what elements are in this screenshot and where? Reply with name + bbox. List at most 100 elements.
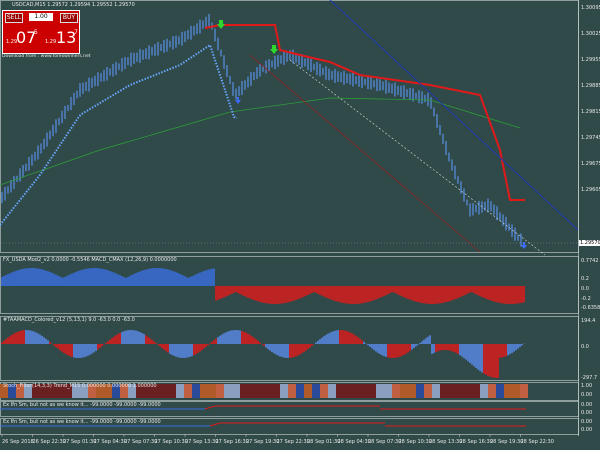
trend-block (416, 384, 424, 398)
time-label: 27 Sep 16:30 (215, 439, 249, 445)
signal-line (209, 422, 385, 427)
indicator-axis-label: -0.2 (581, 296, 591, 302)
trend-block (184, 384, 192, 398)
signal-line (204, 405, 380, 410)
trend-block (192, 384, 200, 398)
indicator-title: FX_USDA Mod2_v2 0.0000 -0.5546 MACD_CMAX… (3, 257, 177, 263)
indicator-axis-label: 0.00 (581, 419, 593, 425)
trend-block (480, 384, 488, 398)
sell-price-sup: 5 (34, 29, 38, 36)
trend-block (216, 384, 224, 398)
indicator-axis-label: 0.7742 (581, 258, 599, 264)
trend-block (432, 384, 440, 398)
indicator-axis-label: 0.0 (581, 344, 589, 350)
trend-block (472, 384, 480, 398)
time-label: 27 Sep 19:30 (246, 439, 280, 445)
indicator-title: Ex Ifn Sm, but not as we know it... -99.… (3, 419, 161, 425)
trend-block (72, 384, 80, 398)
trend-block (280, 384, 288, 398)
channel-line (329, 0, 579, 231)
price-label: 1.29955 (581, 57, 600, 63)
buy-button[interactable]: BUY (60, 13, 78, 23)
indicator-axis-label: 194.4 (581, 318, 596, 324)
trend-block (272, 384, 280, 398)
arrow-up (235, 97, 241, 104)
trend-block (112, 384, 120, 398)
trend-block (408, 384, 416, 398)
indicator-axis-label: -297.7 (581, 375, 598, 381)
time-label: 27 Sep 01:30 (63, 439, 97, 445)
trend-block (320, 384, 328, 398)
time-label: 28 Sep 04:30 (337, 439, 371, 445)
trend-block (352, 384, 360, 398)
trend-block (336, 384, 344, 398)
trend-block (384, 384, 392, 398)
trend-block (104, 384, 112, 398)
trend-block (368, 384, 376, 398)
buy-price-prefix: 1.29 (45, 39, 57, 45)
time-label: 28 Sep 16:30 (459, 439, 493, 445)
lot-input[interactable]: 1.00 (29, 13, 53, 21)
trend-block (176, 384, 184, 398)
current-price-label: 1.29570 (579, 240, 600, 246)
trend-block (120, 384, 128, 398)
arrow-down (270, 45, 278, 54)
trend-block (136, 384, 144, 398)
sell-price-prefix: 1.29 (6, 39, 18, 45)
trend-block (304, 384, 312, 398)
channel-red (249, 54, 481, 253)
trend-block (24, 384, 32, 398)
trend-block (32, 384, 40, 398)
trend-block (392, 384, 400, 398)
price-label: 1.30025 (581, 31, 600, 37)
trend-block (128, 384, 136, 398)
indicator-axis-label: 0.2 (581, 276, 589, 282)
trend-block (240, 384, 248, 398)
trend-line-red (204, 24, 525, 201)
time-label: 27 Sep 22:30 (276, 439, 310, 445)
trend-block (360, 384, 368, 398)
trend-block (520, 384, 528, 398)
trend-block (224, 384, 232, 398)
trend-block (160, 384, 168, 398)
price-label: 1.30095 (581, 5, 600, 11)
indicator-axis-label: -0.6358 (581, 305, 600, 311)
trend-block (208, 384, 216, 398)
trend-block (328, 384, 336, 398)
trend-block (344, 384, 352, 398)
indicator-title: Ex Ifn Sm, but not as we know it... -99.… (3, 402, 161, 408)
trend-block (144, 384, 152, 398)
buy-price-sup: 7 (74, 29, 78, 36)
time-label: 28 Sep 10:30 (398, 439, 432, 445)
price-label: 1.29745 (581, 135, 600, 141)
time-label: 28 Sep 19:30 (490, 439, 524, 445)
time-label: 26 Sep 22:30 (32, 439, 66, 445)
trend-dots (0, 43, 238, 226)
trend-block (200, 384, 208, 398)
watermark: Download from : www.forexwinners.net (2, 54, 91, 59)
time-label: 28 Sep 01:30 (307, 439, 341, 445)
trend-block (504, 384, 512, 398)
price-label: 1.29605 (581, 187, 600, 193)
trend-block (16, 384, 24, 398)
price-label: 1.29675 (581, 161, 600, 167)
trend-block (264, 384, 272, 398)
time-label: 27 Sep 13:30 (185, 439, 219, 445)
trend-block (512, 384, 520, 398)
sell-button[interactable]: SELL (5, 13, 23, 23)
trend-block (152, 384, 160, 398)
indicator-axis-label: 0.00 (581, 427, 593, 433)
trend-block (248, 384, 256, 398)
arrow-up (521, 242, 527, 249)
time-label: 28 Sep 07:30 (368, 439, 402, 445)
trend-block (488, 384, 496, 398)
trend-block (0, 384, 8, 398)
trend-block (8, 384, 16, 398)
trend-block (376, 384, 384, 398)
indicator-title: Stoch_Filter(14,3,3) Trend_M15 0.000000 … (3, 383, 157, 389)
arrow-down (217, 20, 225, 29)
time-label: 27 Sep 04:30 (93, 439, 127, 445)
indicator-axis-label: 0.0 (581, 286, 589, 292)
trend-block (168, 384, 176, 398)
